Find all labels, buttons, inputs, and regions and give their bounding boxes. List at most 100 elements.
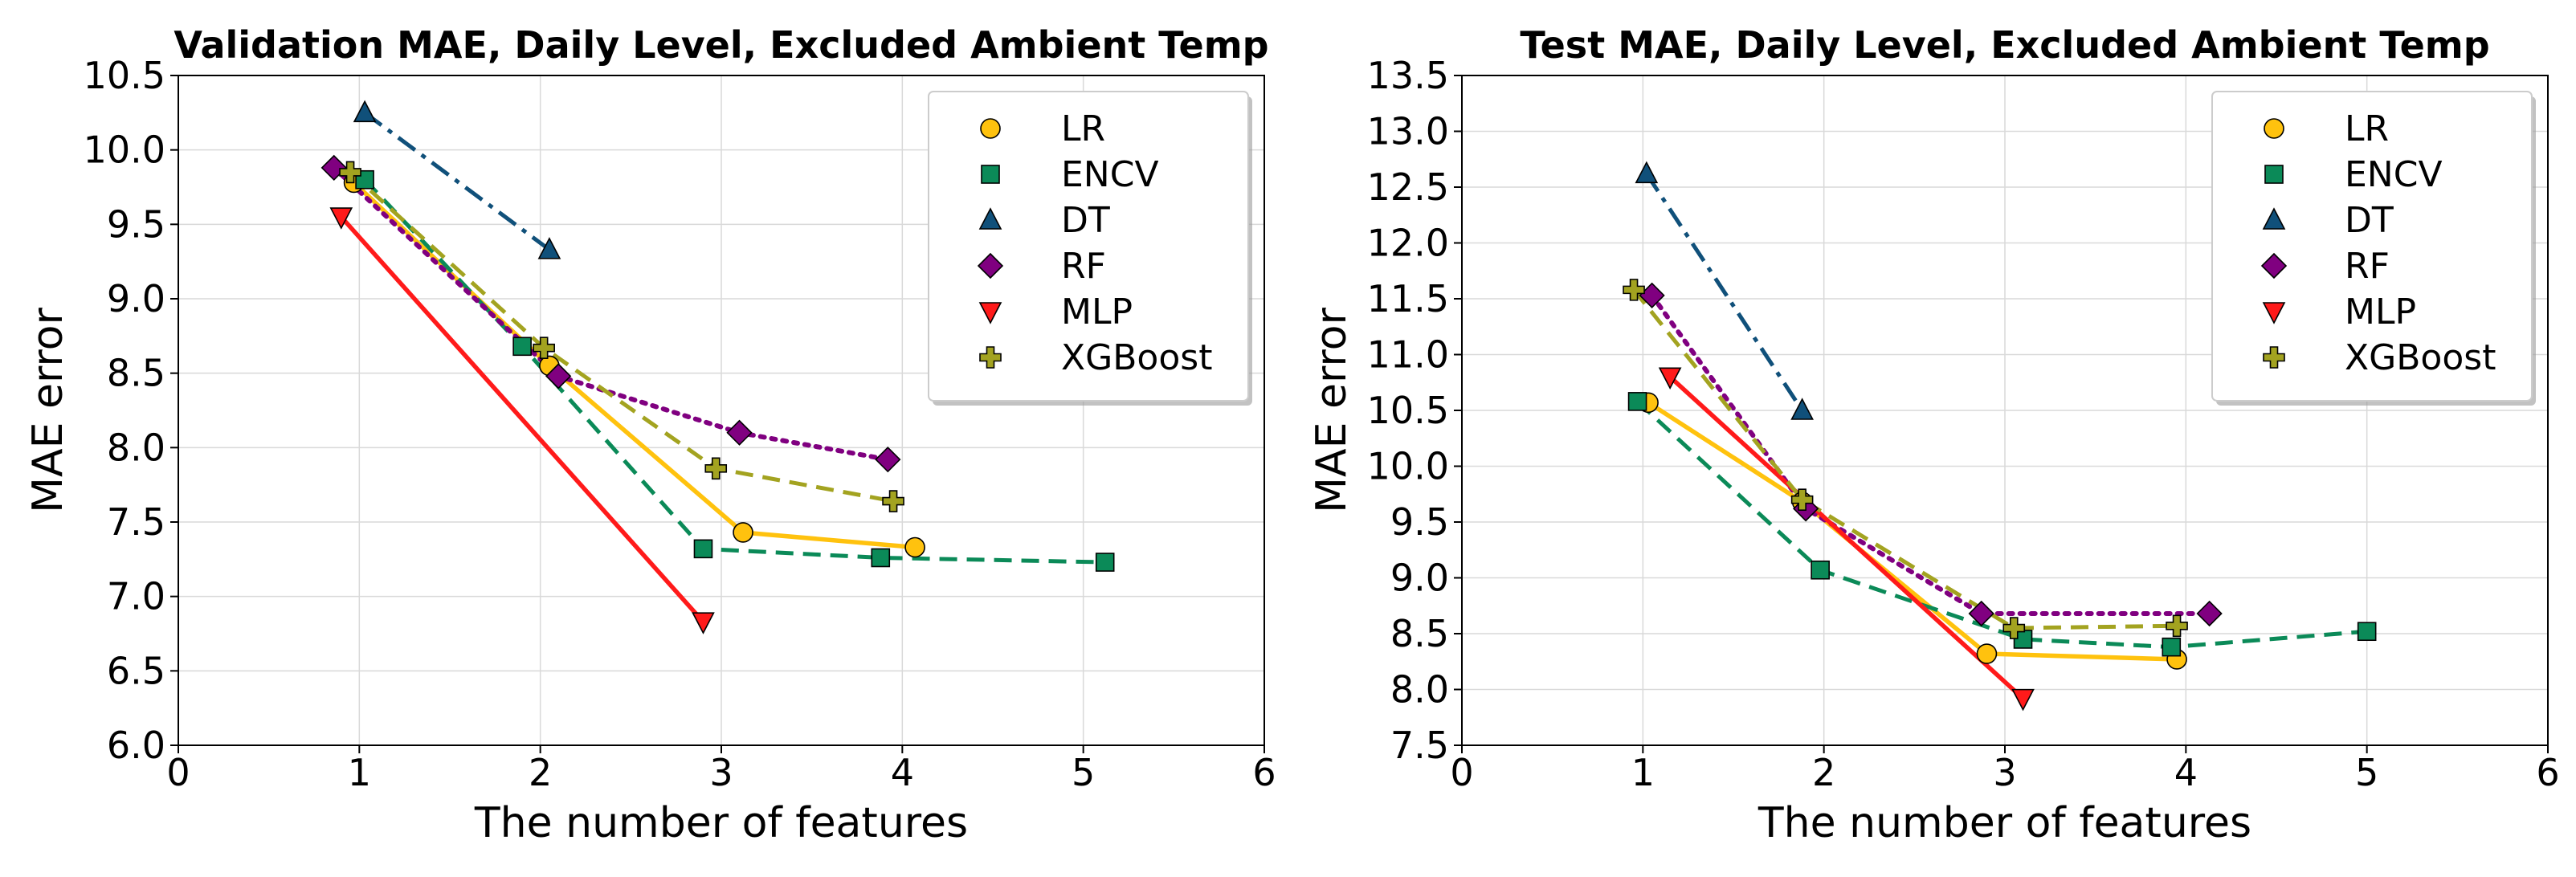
validation-chart-line-dt bbox=[363, 111, 551, 251]
validation-chart-legend-marker-rf bbox=[977, 252, 1004, 279]
validation-chart-point-xgboost-1-shape bbox=[533, 337, 555, 359]
test-chart-point-encv-4-shape bbox=[2357, 622, 2377, 642]
validation-chart-line-lr bbox=[352, 181, 916, 550]
validation-chart-point-mlp-0 bbox=[329, 207, 353, 230]
test-chart-ytick-label-12: 12.0 bbox=[1367, 222, 1449, 265]
test-chart-point-dt-1 bbox=[1790, 398, 1814, 420]
validation-chart-point-lr-3 bbox=[904, 536, 925, 558]
validation-chart-ytick-label-6-5: 6.5 bbox=[107, 649, 165, 692]
validation-chart-y-axis-label: MAE error bbox=[24, 308, 72, 513]
validation-chart-point-mlp-1-shape bbox=[692, 612, 715, 634]
test-chart-point-rf-2-shape bbox=[1968, 600, 1994, 627]
validation-chart-title: Validation MAE, Daily Level, Excluded Am… bbox=[174, 23, 1268, 67]
test-chart-ytick-label-8-5: 8.5 bbox=[1390, 612, 1449, 655]
test-chart-point-xgboost-0 bbox=[1623, 279, 1645, 301]
validation-chart-xtick-label-0: 0 bbox=[166, 751, 190, 794]
test-chart-point-encv-4 bbox=[2357, 622, 2377, 642]
test-chart-point-lr-2-shape bbox=[1976, 643, 1998, 664]
validation-chart-point-rf-2-shape bbox=[726, 419, 753, 446]
validation-chart-legend-marker-encv bbox=[981, 165, 1000, 184]
validation-chart-point-encv-1 bbox=[512, 337, 532, 357]
validation-chart-point-xgboost-1 bbox=[533, 337, 555, 359]
test-chart-ticks: 0 1 2 3 4 5 6 7.5 8.0 8.5 9.0 9.5 10.0 10.5 11.0 11.5 12… bbox=[1367, 54, 2560, 794]
test-chart-xtick-label-3: 3 bbox=[1993, 751, 2016, 794]
validation-chart-xtick-label-6: 6 bbox=[1252, 751, 1276, 794]
test-chart-legend-label-lr: LR bbox=[2345, 108, 2389, 149]
test-chart-y-axis-label: MAE error bbox=[1308, 308, 1356, 513]
validation-chart-point-mlp-0-shape bbox=[329, 207, 353, 230]
test-chart-legend-label-xgboost: XGBoost bbox=[2345, 337, 2496, 378]
test-chart-ytick-label-11-5: 11.5 bbox=[1367, 277, 1449, 320]
validation-chart-legend-marker-xgboost bbox=[979, 346, 1002, 369]
validation-chart-line-xgboost bbox=[349, 170, 894, 504]
validation-chart-legend-label-rf: RF bbox=[1061, 246, 1106, 287]
validation-chart-point-rf-3 bbox=[875, 447, 901, 473]
test-chart-xtick-label-1: 1 bbox=[1631, 751, 1655, 794]
validation-chart-legend-label-encv: ENCV bbox=[1061, 154, 1159, 195]
test-chart-title: Test MAE, Daily Level, Excluded Ambient … bbox=[1520, 23, 2489, 67]
validation-chart-legend-box bbox=[928, 91, 1249, 402]
test-chart-legend-marker-mlp-shape bbox=[2262, 302, 2286, 324]
validation-chart-line-mlp bbox=[339, 215, 705, 624]
validation-chart-ytick-label-10: 10.0 bbox=[84, 128, 165, 172]
validation-chart-point-encv-3-shape bbox=[871, 548, 891, 568]
test-chart-point-lr-2 bbox=[1976, 643, 1998, 664]
validation-chart-ytick-label-8-5: 8.5 bbox=[107, 352, 165, 395]
test-chart-point-encv-0 bbox=[1627, 392, 1647, 411]
test-chart-legend-marker-rf-shape bbox=[2260, 252, 2288, 279]
validation-chart-point-encv-4 bbox=[1095, 553, 1115, 572]
test-chart-point-encv-3 bbox=[2162, 637, 2182, 657]
validation-chart-legend-marker-mlp bbox=[978, 302, 1002, 324]
validation-chart-ytick-label-7-5: 7.5 bbox=[107, 500, 165, 544]
validation-chart-legend-marker-dt bbox=[978, 207, 1002, 230]
test-chart-point-xgboost-2-shape bbox=[2002, 617, 2026, 639]
test-chart-point-xgboost-3-shape bbox=[2166, 614, 2188, 638]
test-chart-line-lr bbox=[1647, 400, 2178, 662]
test-chart-xtick-label-5: 5 bbox=[2355, 751, 2378, 794]
test-chart-legend-marker-encv bbox=[2264, 165, 2284, 184]
test-chart-xtick-label-4: 4 bbox=[2174, 751, 2198, 794]
test-chart-legend-marker-mlp bbox=[2262, 302, 2286, 324]
test-chart-line-mlp bbox=[1668, 375, 2025, 700]
test-chart-point-dt-1-shape bbox=[1790, 398, 1814, 420]
validation-chart-ytick-label-9-5: 9.5 bbox=[107, 202, 165, 246]
test-chart-xtick-label-2: 2 bbox=[1812, 751, 1835, 794]
validation-chart-point-encv-2-shape bbox=[693, 539, 713, 559]
validation-chart-point-rf-2 bbox=[726, 419, 753, 446]
validation-chart-point-xgboost-3-shape bbox=[882, 490, 904, 512]
validation-chart-xtick-label-5: 5 bbox=[1072, 751, 1095, 794]
test-chart-point-dt-0 bbox=[1635, 161, 1659, 184]
test-chart-ytick-label-7-5: 7.5 bbox=[1390, 724, 1449, 767]
test-chart-xtick-label-0: 0 bbox=[1450, 751, 1473, 794]
validation-chart-point-rf-3-shape bbox=[875, 447, 901, 473]
test-chart-point-mlp-1 bbox=[2011, 688, 2035, 712]
test-chart-ytick-label-13-5: 13.5 bbox=[1367, 54, 1449, 97]
validation-chart-series bbox=[320, 100, 1115, 634]
test-chart-ytick-label-10: 10.0 bbox=[1367, 445, 1449, 488]
test-chart-ytick-label-13: 13.0 bbox=[1367, 110, 1449, 153]
validation-chart-point-lr-2-shape bbox=[733, 522, 753, 543]
validation-chart-point-xgboost-0-shape bbox=[339, 161, 361, 184]
validation-chart-point-encv-3 bbox=[871, 548, 891, 568]
test-chart-legend: LR ENCV DT RF MLP XGBoost bbox=[2211, 91, 2536, 406]
test-chart-line-dt bbox=[1644, 172, 1804, 412]
test-chart-point-encv-0-shape bbox=[1627, 392, 1647, 411]
test-chart-ytick-label-12-5: 12.5 bbox=[1367, 165, 1449, 209]
validation-chart-point-dt-1 bbox=[537, 237, 561, 259]
validation-chart-point-xgboost-2-shape bbox=[704, 457, 728, 480]
test-chart-ytick-label-8: 8.0 bbox=[1390, 668, 1449, 712]
validation-chart-legend-label-dt: DT bbox=[1061, 200, 1110, 241]
test-chart-point-mlp-0-shape bbox=[1658, 367, 1682, 390]
test-chart-point-rf-3 bbox=[2196, 600, 2223, 627]
test-chart-legend-marker-xgboost-shape bbox=[2263, 346, 2285, 369]
test-chart-legend-label-dt: DT bbox=[2345, 200, 2394, 241]
validation-chart-legend-marker-encv-shape bbox=[981, 165, 1000, 184]
test-chart-legend-marker-lr-shape bbox=[2264, 118, 2284, 139]
test-chart-legend-label-mlp: MLP bbox=[2345, 292, 2416, 332]
test-chart: 0 1 2 3 4 5 6 7.5 8.0 8.5 9.0 9.5 10.0 10.5 11.0 11.5 12… bbox=[1308, 23, 2560, 847]
validation-chart-legend-marker-lr bbox=[980, 118, 1001, 139]
test-chart-ytick-label-10-5: 10.5 bbox=[1367, 389, 1449, 432]
validation-chart-ytick-label-7: 7.0 bbox=[107, 575, 165, 618]
validation-chart-line-rf bbox=[331, 165, 891, 463]
test-chart-legend-label-rf: RF bbox=[2345, 246, 2390, 287]
